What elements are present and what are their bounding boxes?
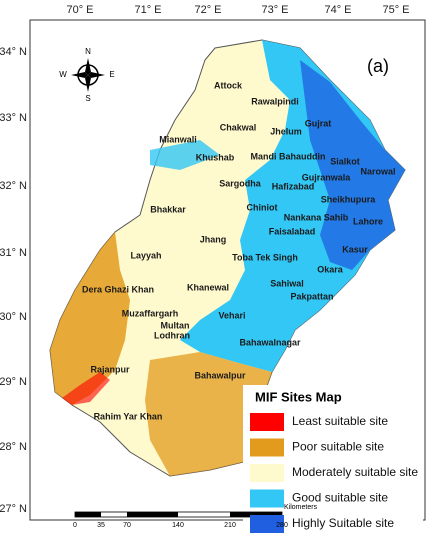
scale-unit: Kilometers bbox=[284, 504, 318, 511]
good-zone bbox=[150, 140, 220, 170]
district-label: Bahawalnagar bbox=[239, 337, 301, 347]
latitude-label: 31° N bbox=[0, 247, 27, 259]
district-label: Sargodha bbox=[219, 178, 262, 188]
legend-label: Highly Suitable site bbox=[292, 516, 394, 530]
legend-label: Least suitable site bbox=[292, 414, 388, 428]
district-label: Attock bbox=[214, 80, 243, 90]
district-label: Rajanpur bbox=[90, 364, 130, 374]
scale-tick-label: 210 bbox=[224, 522, 236, 529]
district-label: Hafizabad bbox=[272, 181, 315, 191]
legend-swatch bbox=[250, 464, 284, 482]
scale-tick-label: 35 bbox=[97, 522, 105, 529]
district-label: Lahore bbox=[353, 216, 383, 226]
district-label: Jhang bbox=[200, 234, 227, 244]
compass-s: S bbox=[85, 94, 90, 103]
scale-bar bbox=[74, 511, 283, 518]
longitude-label: 70° E bbox=[66, 4, 93, 16]
district-label: Vehari bbox=[218, 310, 245, 320]
legend-swatch bbox=[250, 438, 284, 457]
district-label: Toba Tek Singh bbox=[232, 252, 298, 262]
latitude-label: 30° N bbox=[0, 311, 27, 323]
latitude-label: 34° N bbox=[0, 46, 27, 58]
scale-tick-label: 70 bbox=[123, 522, 131, 529]
poor-zone bbox=[50, 232, 130, 405]
district-label: Sheikhupura bbox=[321, 194, 377, 204]
least-zone bbox=[62, 372, 110, 405]
latitude-label: 28° N bbox=[0, 441, 27, 453]
legend-label: Poor suitable site bbox=[292, 440, 384, 454]
scale-tick-label: 0 bbox=[73, 522, 77, 529]
scale-tick-label: 140 bbox=[172, 522, 184, 529]
district-label: Rahim Yar Khan bbox=[94, 411, 163, 421]
high-zone bbox=[300, 60, 405, 270]
compass-e: E bbox=[109, 70, 114, 79]
district-label: Multan bbox=[161, 320, 190, 330]
legend-swatch bbox=[250, 515, 284, 533]
legend-title: MIF Sites Map bbox=[255, 389, 342, 404]
legend-swatch bbox=[250, 413, 284, 431]
district-label: Faisalabad bbox=[269, 226, 316, 236]
district-label: Khanewal bbox=[187, 282, 229, 292]
district-label: Bhakkar bbox=[150, 204, 186, 214]
district-label: Lodhran bbox=[154, 330, 190, 340]
district-label: Layyah bbox=[130, 250, 161, 260]
district-label: Khushab bbox=[196, 152, 235, 162]
district-label: Kasur bbox=[342, 244, 368, 254]
longitude-label: 71° E bbox=[134, 4, 161, 16]
district-label: Mandi Bahauddin bbox=[251, 151, 326, 161]
district-label: Narowal bbox=[360, 166, 395, 176]
district-label: Jhelum bbox=[270, 126, 302, 136]
longitude-label: 74° E bbox=[324, 4, 351, 16]
district-label: Nankana Sahib bbox=[284, 212, 349, 222]
compass-n: N bbox=[85, 47, 91, 56]
district-label: Sialkot bbox=[330, 156, 360, 166]
district-label: Chiniot bbox=[247, 202, 278, 212]
district-label: Pakpattan bbox=[290, 291, 333, 301]
scale-tick-label: 280 bbox=[276, 522, 288, 529]
latitude-label: 27° N bbox=[0, 503, 27, 515]
latitude-label: 32° N bbox=[0, 180, 27, 192]
legend-swatch bbox=[250, 489, 284, 508]
panel-label: (a) bbox=[367, 56, 389, 76]
district-label: Mianwali bbox=[159, 134, 197, 144]
latitude-label: 33° N bbox=[0, 112, 27, 124]
poor-zone bbox=[145, 352, 272, 476]
longitude-label: 73° E bbox=[261, 4, 288, 16]
longitude-label: 75° E bbox=[382, 4, 409, 16]
district-label: Bahawalpur bbox=[194, 370, 246, 380]
legend-label: Good suitable site bbox=[292, 491, 388, 505]
district-label: Muzaffargarh bbox=[122, 308, 179, 318]
district-label: Chakwal bbox=[220, 122, 257, 132]
longitude-label: 72° E bbox=[194, 4, 221, 16]
district-label: Gujrat bbox=[305, 118, 332, 128]
district-label: Gujranwala bbox=[302, 172, 352, 182]
compass: N S W E bbox=[59, 47, 114, 103]
district-label: Okara bbox=[317, 264, 344, 274]
legend-label: Moderately suitable site bbox=[292, 465, 418, 479]
district-label: Rawalpindi bbox=[251, 96, 299, 106]
compass-w: W bbox=[59, 70, 67, 79]
district-label: Sahiwal bbox=[270, 278, 304, 288]
district-label: Dera Ghazi Khan bbox=[82, 284, 154, 294]
latitude-label: 29° N bbox=[0, 376, 27, 388]
